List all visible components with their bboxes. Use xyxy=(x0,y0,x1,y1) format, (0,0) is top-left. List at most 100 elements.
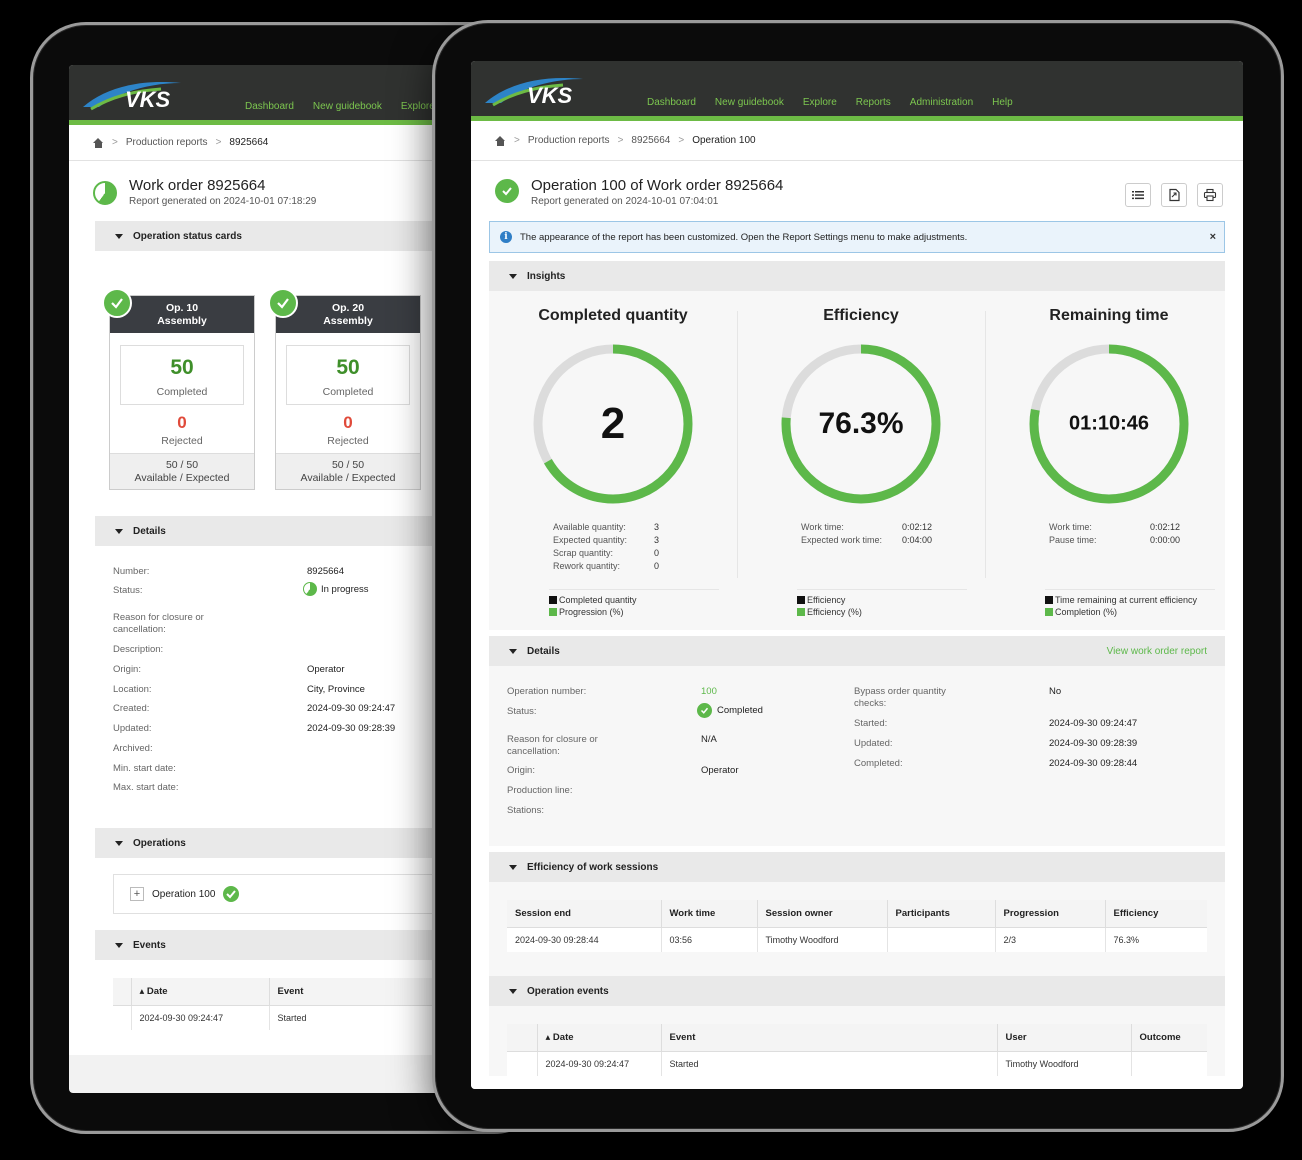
insight-title: Efficiency xyxy=(823,307,899,324)
main-nav: Dashboard New guidebook Explore Reports … xyxy=(647,97,1013,108)
donut-svg xyxy=(533,344,693,504)
col-efficiency[interactable]: Efficiency xyxy=(1105,900,1207,928)
section-title: Efficiency of work sessions xyxy=(527,861,659,873)
vks-logo[interactable]: VKS xyxy=(483,69,593,111)
section-header[interactable]: Insights xyxy=(489,261,1225,291)
col-session-owner[interactable]: Session owner xyxy=(757,900,888,928)
col-date[interactable]: ▴ Date xyxy=(131,978,270,1006)
cell-efficiency: 76.3% xyxy=(1113,935,1140,945)
col-work-time[interactable]: Work time xyxy=(661,900,758,928)
donut-progress-arc xyxy=(781,344,941,504)
legend-item[interactable]: Time remaining at current efficiency xyxy=(1045,594,1215,606)
col-session-end[interactable]: Session end xyxy=(507,900,662,928)
completed-count: 50 xyxy=(170,356,194,379)
operation-list-item[interactable]: + Operation 100 xyxy=(113,874,469,914)
legend-swatch xyxy=(1045,608,1053,616)
nav-reports[interactable]: Reports xyxy=(855,97,891,108)
report-settings-button[interactable] xyxy=(1125,183,1151,207)
breadcrumb-production-reports[interactable]: Production reports xyxy=(125,137,208,148)
front-screen: VKS Dashboard New guidebook Explore Repo… xyxy=(471,61,1243,1089)
expand-plus-icon[interactable]: + xyxy=(130,887,144,901)
home-icon[interactable] xyxy=(495,135,506,146)
table-row[interactable]: 2024-09-30 09:24:47 Started xyxy=(113,1005,469,1030)
section-header[interactable]: Events xyxy=(95,930,469,960)
legend-item[interactable]: Completion (%) xyxy=(1045,606,1215,618)
breadcrumb-production-reports[interactable]: Production reports xyxy=(527,135,610,146)
rejected-label: Rejected xyxy=(161,435,203,447)
label-updated: Updated: xyxy=(854,738,893,749)
op-status-card[interactable]: Op. 20 Assembly 50 Completed 0 Rejected 50… xyxy=(268,288,421,490)
metric-value: 0 xyxy=(654,561,660,571)
nav-new-guidebook[interactable]: New guidebook xyxy=(312,101,382,112)
section-header[interactable]: Details xyxy=(95,516,469,546)
nav-dashboard[interactable]: Dashboard xyxy=(245,101,294,112)
nav-help[interactable]: Help xyxy=(992,97,1013,108)
cell-date: 2024-09-30 09:24:47 xyxy=(131,1005,270,1030)
main-nav: Dashboard New guidebook Explore xyxy=(245,101,435,112)
legend-swatch xyxy=(549,608,557,616)
label-status: Status: xyxy=(507,706,537,717)
vks-logo[interactable]: VKS xyxy=(81,73,191,115)
legend-swatch xyxy=(797,596,805,604)
section-header[interactable]: Efficiency of work sessions xyxy=(489,852,1225,882)
check-circle-icon xyxy=(495,179,519,203)
print-button[interactable] xyxy=(1197,183,1223,207)
section-header[interactable]: Operation status cards xyxy=(95,221,469,251)
export-button[interactable] xyxy=(1161,183,1187,207)
legend-item[interactable]: Completed quantity xyxy=(549,594,719,606)
cell-work-time: 03:56 xyxy=(661,927,758,952)
nav-dashboard[interactable]: Dashboard xyxy=(647,97,696,108)
operation-name[interactable]: Operation 100 xyxy=(152,888,216,900)
nav-explore[interactable]: Explore xyxy=(802,97,837,108)
insight-metrics: Work time: 0:02:12 Expected work time: 0:0… xyxy=(801,521,967,547)
legend-item[interactable]: Progression (%) xyxy=(549,606,719,618)
section-header[interactable]: Details View work order report xyxy=(489,636,1225,666)
table-row[interactable]: 2024-09-30 09:24:47 Started Timothy Wood… xyxy=(507,1051,1207,1076)
section-header[interactable]: Operation events xyxy=(489,976,1225,1006)
nav-new-guidebook[interactable]: New guidebook xyxy=(714,97,784,108)
close-icon[interactable]: × xyxy=(1209,231,1216,243)
legend-label: Time remaining at current efficiency xyxy=(1055,595,1198,605)
table-spacer xyxy=(113,978,132,1006)
legend-item[interactable]: Efficiency xyxy=(797,594,967,606)
cell-event: Started xyxy=(277,1013,307,1023)
metric-label: Rework quantity: xyxy=(553,561,621,571)
ratio-value: 50 / 50 xyxy=(331,459,365,471)
card-op: Op. 10 xyxy=(165,302,199,314)
front-tablet-frame: VKS Dashboard New guidebook Explore Repo… xyxy=(432,20,1284,1132)
completed-label: Completed xyxy=(322,386,374,398)
col-participants[interactable]: Participants xyxy=(887,900,996,928)
view-work-order-report-link[interactable]: View work order report xyxy=(1106,645,1207,657)
col-progression[interactable]: Progression xyxy=(995,900,1106,928)
table-row[interactable]: 2024-09-30 09:28:44 03:56 Timothy Woodfo… xyxy=(507,927,1207,952)
col-outcome[interactable]: Outcome xyxy=(1131,1024,1207,1052)
value-operation-number[interactable]: 100 xyxy=(701,686,717,697)
legend-item[interactable]: Efficiency (%) xyxy=(797,606,967,618)
page-header: Operation 100 of Work order 8925664 Repo… xyxy=(471,161,1243,221)
col-date[interactable]: ▴ Date xyxy=(537,1024,662,1052)
check-badge-icon xyxy=(102,288,132,318)
cell-progression: 2/3 xyxy=(995,927,1106,952)
col-user[interactable]: User xyxy=(997,1024,1132,1052)
breadcrumb-work-order[interactable]: 8925664 xyxy=(631,135,671,146)
section-header[interactable]: Operations xyxy=(95,828,469,858)
section-operations: Operations + Operation 100 xyxy=(95,828,469,930)
label-origin: Origin: xyxy=(113,664,141,675)
report-toolbar xyxy=(1125,183,1223,207)
table-spacer xyxy=(113,1005,132,1030)
export-document-icon xyxy=(1169,188,1180,202)
back-tablet-frame: VKS Dashboard New guidebook Explore > Pr… xyxy=(30,22,550,1134)
home-icon[interactable] xyxy=(93,137,104,148)
remaining-time-donut: 01:10:46 xyxy=(1026,341,1192,507)
col-event[interactable]: Event xyxy=(661,1024,998,1052)
ratio-label: Available / Expected xyxy=(300,472,396,484)
label-completed: Completed: xyxy=(854,758,903,769)
nav-administration[interactable]: Administration xyxy=(909,97,974,108)
section-details: Details Number: 8925664 Status: In progr… xyxy=(95,516,469,822)
metric-value: 0:00:00 xyxy=(1150,535,1181,545)
nav-explore[interactable]: Explore xyxy=(400,101,435,112)
chevron-right-icon: > xyxy=(112,137,118,148)
op-status-card[interactable]: Op. 10 Assembly 50 Completed 0 Rejected 50… xyxy=(102,288,255,490)
rejected-count: 0 xyxy=(177,413,187,432)
legend-swatch xyxy=(1045,596,1053,604)
